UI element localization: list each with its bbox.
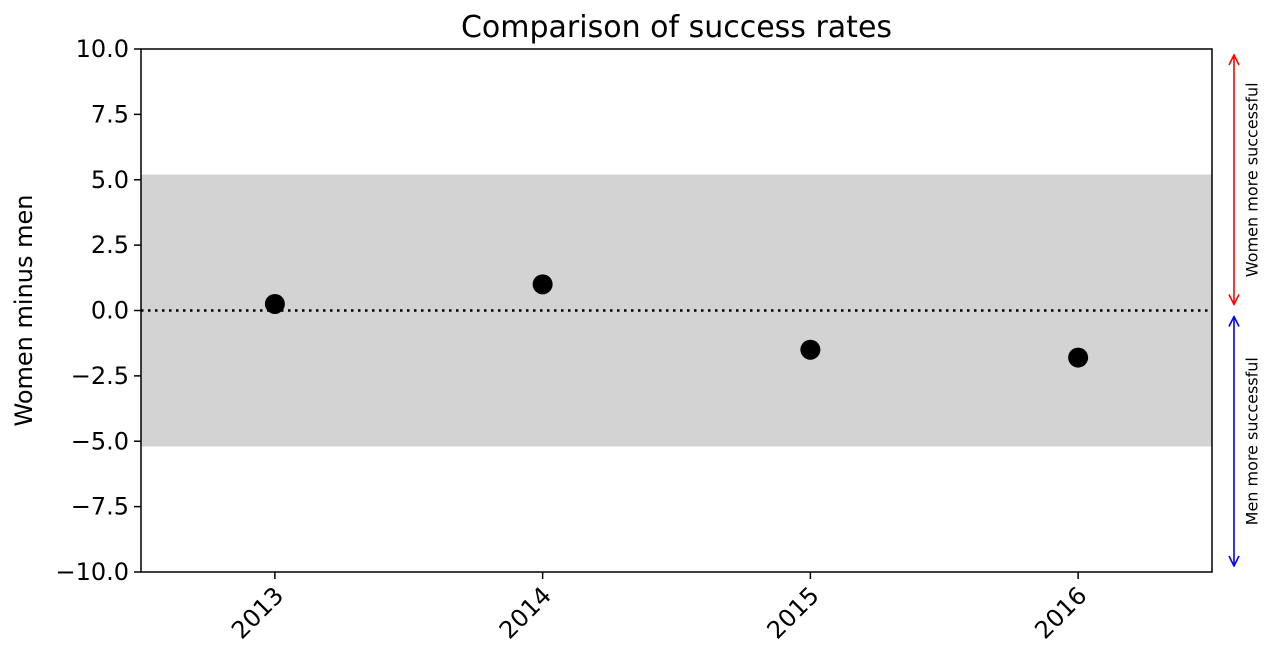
x-tick-label: 2015 [762,581,825,644]
y-axis-label: Women minus men [10,195,38,427]
chart-title: Comparison of success rates [461,10,892,45]
y-tick-label: 5.0 [91,166,129,194]
data-point [532,274,553,295]
data-points [264,274,1089,368]
women-more-successful-label: Women more successful [1243,82,1262,277]
y-tick-label: −5.0 [71,427,129,455]
data-point [1068,347,1089,368]
data-point [264,293,285,314]
y-axis: 10.0 7.5 5.0 2.5 0.0 −2.5 −5.0 −7.5 −10.0 [55,35,141,586]
y-tick-label: −10.0 [55,558,129,586]
y-tick-label: −2.5 [71,362,129,390]
shaded-band [141,174,1212,447]
y-tick-label: 7.5 [91,100,129,128]
men-more-successful-label: Men more successful [1243,357,1262,525]
y-tick-label: 2.5 [91,231,129,259]
x-axis: 2013 2014 2015 2016 [226,572,1092,644]
data-point [800,339,821,360]
y-tick-label: 0.0 [91,297,129,325]
y-tick-label: −7.5 [71,493,129,521]
x-tick-label: 2013 [226,581,289,644]
x-tick-label: 2016 [1029,581,1092,644]
x-tick-label: 2014 [494,581,557,644]
y-tick-label: 10.0 [76,35,129,63]
